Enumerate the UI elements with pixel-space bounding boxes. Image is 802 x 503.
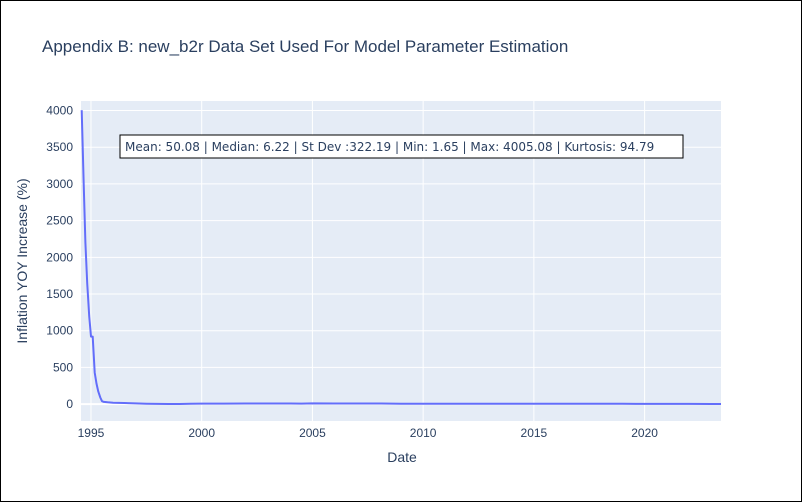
x-tick-label: 2015 [521, 426, 548, 440]
y-tick-label: 1000 [46, 324, 73, 338]
y-tick-label: 3500 [46, 140, 73, 154]
y-axis-title: Inflation YOY Increase (%) [14, 178, 30, 343]
chart-title: Appendix B: new_b2r Data Set Used For Mo… [42, 37, 568, 56]
y-tick-label: 0 [66, 397, 73, 411]
stats-annotation: Mean: 50.08 | Median: 6.22 | St Dev :322… [119, 134, 684, 159]
y-tick-label: 1500 [46, 287, 73, 301]
y-tick-label: 3000 [46, 177, 73, 191]
x-axis-ticks: 1995 2000 2005 2010 2015 2020 [78, 426, 659, 440]
y-tick-label: 2500 [46, 214, 73, 228]
stats-annotation-text: Mean: 50.08 | Median: 6.22 | St Dev :322… [125, 140, 654, 154]
x-tick-label: 1995 [78, 426, 105, 440]
series-line [80, 110, 721, 405]
y-axis-ticks: 0 500 1000 1500 2000 2500 3000 3500 4000 [46, 104, 73, 412]
x-tick-label: 2005 [299, 426, 326, 440]
x-tick-label: 2020 [631, 426, 658, 440]
y-tick-label: 500 [53, 360, 73, 374]
x-tick-label: 2000 [188, 426, 215, 440]
stats-annotation-box [119, 134, 684, 159]
y-tick-label: 4000 [46, 104, 73, 118]
x-axis-title: Date [387, 449, 417, 465]
y-tick-label: 2000 [46, 250, 73, 264]
series-layer [80, 110, 721, 405]
x-tick-label: 2010 [410, 426, 437, 440]
